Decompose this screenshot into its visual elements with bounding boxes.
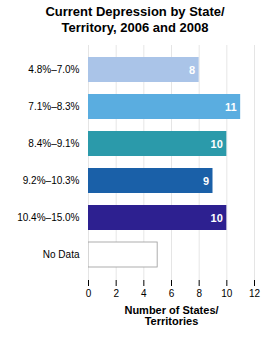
svg-text:9.2%–10.3%: 9.2%–10.3% [23,175,80,186]
svg-text:7.1%–8.3%: 7.1%–8.3% [28,101,79,112]
svg-text:9: 9 [203,175,209,187]
svg-text:10: 10 [221,288,233,299]
svg-text:8.4%–9.1%: 8.4%–9.1% [28,138,79,149]
svg-text:Number of States/Territories: Number of States/Territories [124,304,218,327]
svg-text:10: 10 [211,212,223,224]
svg-text:No Data: No Data [43,249,80,260]
svg-text:6: 6 [169,288,175,299]
svg-text:0: 0 [86,288,92,299]
svg-text:4.8%–7.0%: 4.8%–7.0% [28,64,79,75]
svg-text:8: 8 [196,288,202,299]
html-text:Current Depression by State/ T: Current Depression by State/ Territory, … [45,4,225,35]
svg-text:2: 2 [113,288,119,299]
svg-text:4: 4 [141,288,147,299]
svg-text:10.4%–15.0%: 10.4%–15.0% [17,212,79,223]
svg-text:10: 10 [211,138,223,150]
svg-text:8: 8 [189,64,195,76]
svg-text:11: 11 [225,101,237,113]
svg-text:12: 12 [249,288,261,299]
